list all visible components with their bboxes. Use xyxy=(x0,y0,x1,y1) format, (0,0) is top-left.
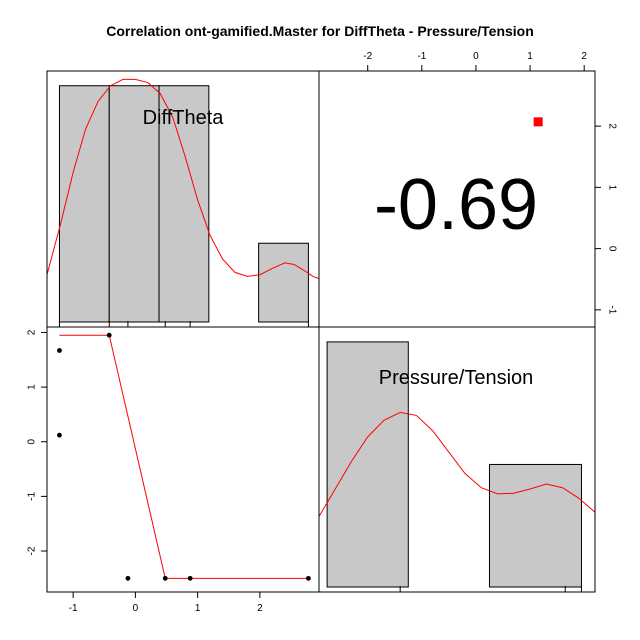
panel-frame xyxy=(46,326,320,593)
y-tick-label: 2 xyxy=(27,329,38,335)
x-tick-label: -2 xyxy=(363,51,372,62)
smoother-line xyxy=(59,334,309,579)
y-tick-label: -2 xyxy=(27,546,38,555)
x-tick-label: 1 xyxy=(527,51,533,62)
histogram-bar xyxy=(108,85,160,323)
correlation-marker xyxy=(533,117,543,127)
panel-frames xyxy=(46,70,596,593)
x-tick-label: 2 xyxy=(581,51,587,62)
x-tick-label: 1 xyxy=(195,603,201,614)
panel-scatter: -1 0 1 2 -2 -1 0 1 2 xyxy=(27,329,311,614)
y-tick-label: -1 xyxy=(606,305,617,314)
scatter-point xyxy=(57,432,62,438)
y-tick-label: -1 xyxy=(27,492,38,501)
scatter-point xyxy=(306,575,311,581)
y-tick-label: 2 xyxy=(606,123,617,129)
panel-pressure-histogram: Pressure/Tension xyxy=(319,341,595,592)
scatter-point xyxy=(162,575,168,581)
histogram-bar xyxy=(258,242,309,323)
panel-difftheta-histogram: DiffTheta xyxy=(47,78,319,327)
scatter-point xyxy=(106,332,112,338)
x-tick-label: 2 xyxy=(257,603,263,614)
scatter-point xyxy=(187,575,193,581)
y-tick-label: 0 xyxy=(606,246,617,252)
panel-frame xyxy=(318,326,596,593)
scatter-point xyxy=(57,348,62,353)
x-tick-label: 0 xyxy=(473,51,479,62)
density-curve xyxy=(319,411,595,517)
histogram-bar xyxy=(58,85,110,323)
x-tick-label: 0 xyxy=(133,603,139,614)
panel-correlation: -0.69 -2 -1 0 1 2 -1 0 1 2 xyxy=(363,51,617,315)
histogram-bar xyxy=(488,463,582,588)
correlation-value: -0.69 xyxy=(374,165,538,245)
histogram-bar xyxy=(158,85,210,323)
variable-label: Pressure/Tension xyxy=(379,367,534,389)
histogram-bar xyxy=(326,341,409,588)
y-tick-label: 1 xyxy=(27,384,38,390)
density-curve xyxy=(47,78,319,280)
y-tick-label: 1 xyxy=(606,185,617,191)
variable-label: DiffTheta xyxy=(143,107,225,129)
y-tick-label: 0 xyxy=(27,439,38,445)
chart-title: Correlation ont-gamified.Master for Diff… xyxy=(106,23,534,39)
x-tick-label: -1 xyxy=(417,51,426,62)
x-tick-label: -1 xyxy=(69,603,78,614)
scatter-point xyxy=(125,575,131,581)
